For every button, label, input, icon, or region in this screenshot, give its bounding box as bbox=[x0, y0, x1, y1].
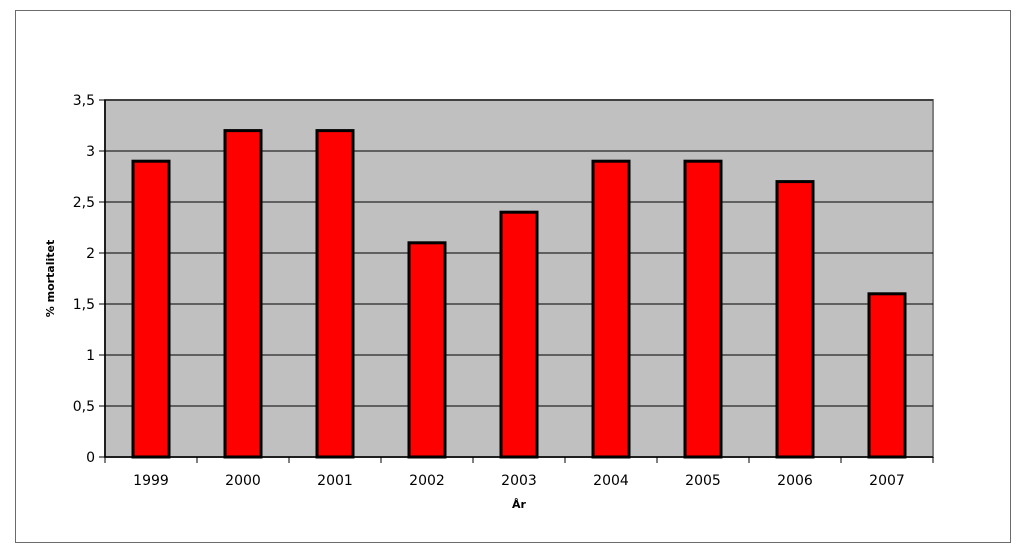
y-tick-label: 1,5 bbox=[73, 297, 95, 313]
x-tick-label: 2007 bbox=[869, 473, 905, 489]
x-tick-labels: 1999 2000 2001 2002 2003 2004 2005 2006 2007 bbox=[133, 473, 905, 489]
y-tick-label: 0,5 bbox=[73, 399, 95, 415]
y-tick-label: 0 bbox=[86, 450, 95, 466]
axes bbox=[99, 99, 934, 463]
x-tick-label: 2001 bbox=[317, 473, 353, 489]
y-tick-label: 2 bbox=[86, 246, 95, 262]
bar-2007 bbox=[867, 292, 907, 459]
bar-2004 bbox=[591, 159, 631, 459]
bar-2001 bbox=[315, 129, 355, 459]
x-tick-label: 2006 bbox=[777, 473, 813, 489]
bar-2006 bbox=[775, 180, 815, 459]
bar-2003 bbox=[499, 210, 539, 459]
x-tick-label: 2003 bbox=[501, 473, 537, 489]
bar-2002 bbox=[407, 241, 447, 459]
x-tick-label: 2004 bbox=[593, 473, 629, 489]
y-tick-label: 1 bbox=[86, 348, 95, 364]
bar-2000 bbox=[223, 129, 263, 459]
x-axis-title: År bbox=[512, 498, 527, 511]
bar-1999 bbox=[131, 159, 171, 459]
x-tick-label: 2002 bbox=[409, 473, 445, 489]
bar-2005 bbox=[683, 159, 723, 459]
y-tick-label: 2,5 bbox=[73, 195, 95, 211]
x-tick-label: 2000 bbox=[225, 473, 261, 489]
y-tick-label: 3 bbox=[86, 144, 95, 160]
bars bbox=[131, 129, 907, 459]
y-axis-title: % mortalitet bbox=[44, 240, 57, 318]
x-tick-label: 1999 bbox=[133, 473, 169, 489]
x-tick-label: 2005 bbox=[685, 473, 721, 489]
y-tick-labels: 0 0,5 1 1,5 2 2,5 3 3,5 bbox=[73, 93, 95, 466]
y-tick-label: 3,5 bbox=[73, 93, 95, 109]
